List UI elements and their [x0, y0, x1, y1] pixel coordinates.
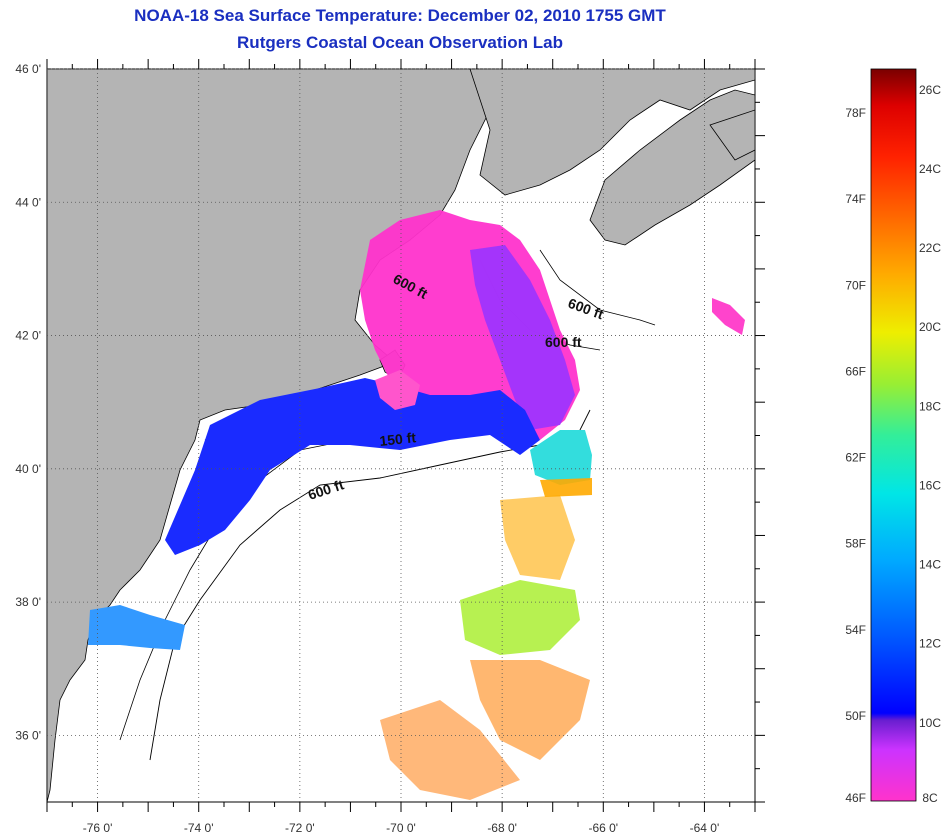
- colorbar-c-label: 20C: [919, 320, 941, 334]
- sst-georges-bank-10C: [470, 245, 575, 430]
- contour-600ft-gulf: [539, 249, 656, 326]
- sst-ri-sound-patch: [375, 370, 420, 410]
- colorbar-c-label: 8C: [922, 791, 938, 805]
- colorbar-c-label: 14C: [919, 558, 941, 572]
- sst-ny-bight-11-12C: [165, 378, 540, 555]
- longitude-axis: -76 0' -74 0' -72 0' -70 0' -68 0' -66 0' -64 …: [46, 59, 756, 835]
- colorbar-f-label: 50F: [845, 709, 866, 723]
- colorbar-celsius-labels: 26C 24C 22C 20C 18C 16C 14C 12C 10C 8C: [919, 83, 941, 805]
- lon-tick-label: -76 0': [83, 821, 113, 835]
- land-cape-breton: [709, 109, 755, 161]
- colorbar: [870, 68, 917, 802]
- lat-tick-label: 44 0': [15, 195, 41, 209]
- colorbar-c-label: 18C: [919, 399, 941, 413]
- colorbar-f-label: 58F: [845, 537, 866, 551]
- lon-tick-label: -66 0': [588, 821, 618, 835]
- colorbar-fahrenheit-labels: 78F 74F 70F 66F 62F 58F 54F 50F 46F: [845, 106, 866, 805]
- latitude-axis: 46 0' 44 0' 42 0' 40 0' 38 0' 36 0': [15, 62, 765, 803]
- sst-delmarva-13C: [88, 605, 185, 650]
- colorbar-f-label: 74F: [845, 192, 866, 206]
- colorbar-f-label: 46F: [845, 791, 866, 805]
- page-title: NOAA-18 Sea Surface Temperature: Decembe…: [134, 6, 666, 25]
- contour-label-georges: 600 ft: [545, 334, 582, 350]
- colorbar-f-label: 54F: [845, 623, 866, 637]
- lat-tick-label: 38 0': [15, 595, 41, 609]
- land-new-brunswick: [469, 69, 755, 196]
- colorbar-c-label: 10C: [919, 716, 941, 730]
- colorbar-f-label: 62F: [845, 451, 866, 465]
- page-subtitle: Rutgers Coastal Ocean Observation Lab: [237, 33, 563, 52]
- lon-tick-label: -64 0': [690, 821, 720, 835]
- lon-tick-label: -74 0': [184, 821, 214, 835]
- sst-shelf-break-15C: [530, 430, 592, 485]
- colorbar-c-label: 26C: [919, 83, 941, 97]
- lon-tick-label: -72 0': [285, 821, 315, 835]
- lon-tick-label: -70 0': [386, 821, 416, 835]
- lon-tick-label: -68 0': [487, 821, 517, 835]
- lat-tick-label: 40 0': [15, 462, 41, 476]
- colorbar-c-label: 22C: [919, 241, 941, 255]
- colorbar-c-label: 12C: [919, 637, 941, 651]
- colorbar-c-label: 16C: [919, 478, 941, 492]
- colorbar-f-label: 70F: [845, 278, 866, 292]
- colorbar-f-label: 66F: [845, 364, 866, 378]
- lat-tick-label: 36 0': [15, 728, 41, 742]
- sst-scotian-shelf-patch: [712, 298, 745, 335]
- colorbar-f-label: 78F: [845, 106, 866, 120]
- colorbar-c-label: 24C: [919, 162, 941, 176]
- lat-tick-label: 42 0': [15, 329, 41, 343]
- contour-label-150ft: 150 ft: [379, 429, 417, 449]
- lat-tick-label: 46 0': [15, 62, 41, 76]
